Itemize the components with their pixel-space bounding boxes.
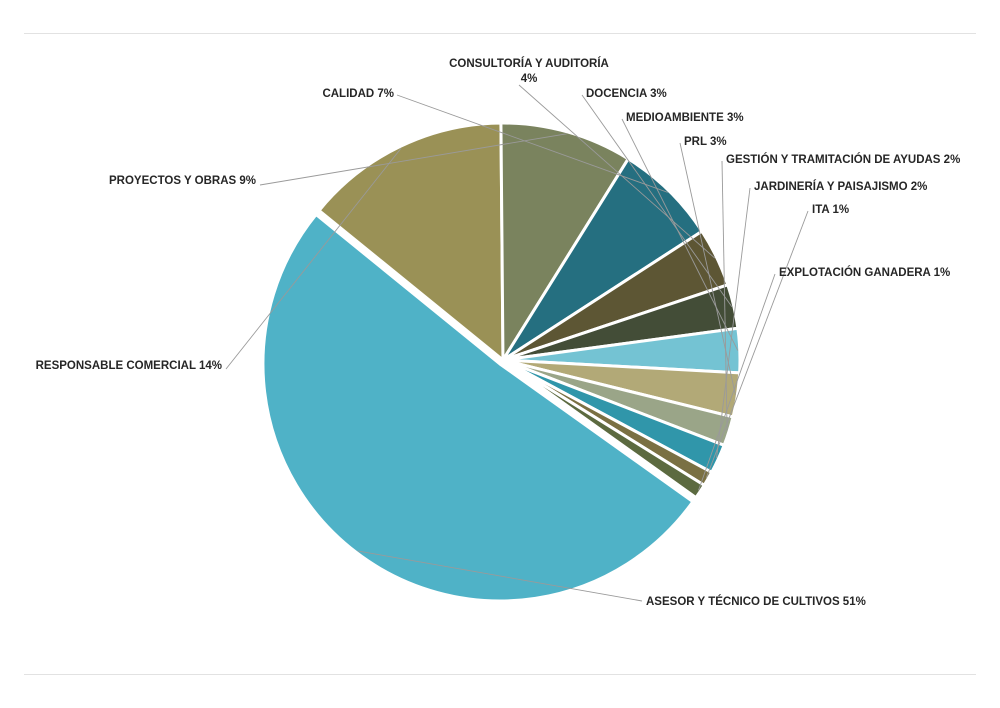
leader-line — [225, 147, 402, 370]
pie-slice — [317, 121, 505, 362]
leader-line — [621, 118, 739, 351]
leader-line — [721, 160, 728, 431]
top-divider — [24, 33, 976, 34]
slice-label: GESTIÓN Y TRAMITACIÓN DE AYUDAS 2% — [726, 153, 960, 166]
pie-slice — [501, 358, 706, 500]
pie-slice — [501, 157, 704, 362]
leader-line — [698, 273, 776, 491]
bottom-divider — [24, 674, 976, 675]
pie-slice — [499, 121, 630, 362]
leader-line — [679, 142, 736, 395]
slice-label: PRL 3% — [684, 136, 727, 148]
leader-line — [581, 94, 733, 307]
slice-label: ASESOR Y TÉCNICO DE CULTIVOS 51% — [646, 595, 866, 608]
pie-slice — [261, 213, 695, 603]
leader-line — [716, 187, 751, 459]
slice-label: DOCENCIA 3% — [586, 88, 667, 100]
leader-line — [357, 550, 643, 602]
slice-label: RESPONSABLE COMERCIAL 14% — [36, 360, 222, 372]
slice-label: MEDIOAMBIENTE 3% — [626, 112, 744, 124]
slice-label: ITA 1% — [812, 204, 849, 216]
leader-line — [518, 84, 716, 259]
slice-label: PROYECTOS Y OBRAS 9% — [109, 175, 256, 187]
leader-line — [705, 210, 809, 479]
slice-label: CONSULTORÍA Y AUDITORÍA 4% — [449, 57, 609, 85]
slice-label: JARDINERÍA Y PAISAJISMO 2% — [754, 180, 927, 193]
leader-line — [259, 133, 567, 186]
slice-label: CALIDAD 7% — [322, 88, 394, 100]
slice-label: EXPLOTACIÓN GANADERA 1% — [779, 266, 950, 279]
